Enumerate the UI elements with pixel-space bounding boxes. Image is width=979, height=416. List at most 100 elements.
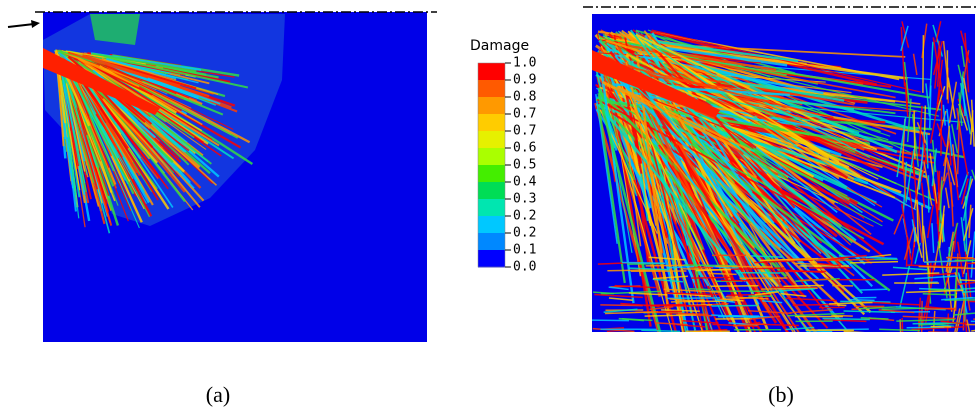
damage-streak: [961, 290, 975, 293]
damage-streak: [600, 103, 744, 254]
damage-streak: [959, 279, 975, 282]
damage-streak: [918, 105, 923, 157]
impact-arrow-head: [31, 20, 40, 28]
damage-streak: [953, 312, 975, 316]
damage-streak: [597, 92, 662, 332]
damage-streak: [65, 83, 86, 172]
damage-streak: [932, 41, 944, 76]
damage-streak: [733, 323, 765, 327]
damage-streak: [601, 80, 741, 151]
damage-streak: [925, 132, 929, 169]
legend-label: 0.2: [513, 209, 536, 224]
damage-streak: [730, 267, 785, 271]
damage-streak: [924, 307, 957, 310]
damage-streak: [971, 169, 975, 182]
legend-label: 0.7: [513, 124, 536, 139]
damage-streak: [600, 304, 643, 307]
damage-streak: [910, 241, 916, 265]
damage-streak: [603, 308, 638, 313]
damage-streak: [829, 301, 873, 305]
damage-streak: [879, 328, 920, 332]
damage-streak: [651, 29, 921, 93]
caption: (a): [206, 382, 230, 407]
damage-streak: [922, 135, 928, 165]
damage-streak: [72, 68, 145, 193]
legend-label: 0.2: [513, 226, 536, 241]
damage-streak: [923, 161, 933, 206]
damage-streak: [754, 291, 779, 296]
damage-streak: [850, 260, 899, 264]
damage-streak: [754, 259, 814, 264]
caption: (b): [768, 382, 794, 407]
damage-streak: [649, 306, 674, 311]
damage-streak: [963, 208, 974, 241]
damage-streak: [973, 318, 975, 320]
damage-streak: [644, 43, 788, 67]
damage-streak: [666, 292, 719, 296]
damage-streak: [932, 37, 944, 96]
damage-streak: [936, 123, 947, 148]
damage-streak: [938, 205, 946, 249]
damage-streak: [962, 176, 972, 221]
legend-swatch: [478, 80, 505, 98]
damage-streak: [921, 205, 925, 262]
legend-swatch: [478, 63, 505, 81]
damage-streak: [945, 264, 953, 312]
damage-streak: [715, 265, 773, 268]
damage-streak: [838, 255, 897, 260]
damage-streak: [592, 319, 629, 322]
damage-streak: [641, 38, 799, 63]
damage-streak: [906, 289, 964, 294]
damage-streak: [843, 310, 896, 313]
legend: 1.0 0.9 0.8 0.7 0.7 0.6 0.5 0.4 0.3 0.2 0.2 0.1 0.0: [477, 56, 537, 275]
damage-streak: [683, 264, 738, 267]
damage-streak: [947, 222, 959, 256]
damage-streak: [605, 41, 777, 71]
damage-streak: [957, 281, 975, 286]
damage-streak: [920, 300, 923, 332]
legend-label: 0.1: [513, 243, 536, 258]
damage-streak: [902, 315, 956, 320]
damage-streak: [783, 284, 824, 288]
damage-streak: [961, 76, 966, 117]
damage-streak: [831, 314, 853, 317]
damage-streak: [644, 314, 697, 317]
legend-swatch: [478, 216, 505, 234]
damage-streak: [648, 42, 798, 147]
damage-streak: [917, 297, 922, 324]
legend-swatch: [478, 199, 505, 217]
damage-streak: [966, 262, 975, 265]
damage-streak: [922, 225, 931, 277]
damage-streak: [926, 204, 934, 239]
damage-streak: [70, 73, 110, 168]
impact-arrow: [7, 23, 35, 28]
damage-streak: [900, 25, 909, 52]
damage-streak: [655, 322, 688, 326]
damage-streak: [621, 261, 666, 264]
damage-streak: [56, 56, 81, 191]
damage-streak: [785, 326, 815, 331]
damage-streak: [666, 297, 721, 300]
damage-streak: [964, 283, 971, 311]
damage-streak: [780, 292, 807, 298]
damage-streak: [893, 213, 904, 235]
damage-streak: [931, 148, 938, 187]
damage-streak: [594, 102, 660, 332]
damage-streak: [967, 297, 975, 299]
damage-streak: [817, 262, 841, 267]
damage-streak: [899, 319, 902, 332]
damage-streak: [600, 58, 818, 115]
damage-streak: [714, 299, 736, 303]
damage-streak: [106, 57, 177, 80]
damage-streak: [779, 269, 824, 274]
damage-streak: [787, 312, 845, 317]
damage-streak: [695, 268, 732, 272]
damage-streak: [625, 41, 906, 58]
damage-streak: [762, 300, 783, 304]
damage-streak: [611, 92, 729, 321]
damage-streak: [896, 117, 907, 178]
legend-swatch: [478, 114, 505, 132]
damage-streak: [625, 61, 684, 322]
damage-streak: [935, 21, 942, 43]
